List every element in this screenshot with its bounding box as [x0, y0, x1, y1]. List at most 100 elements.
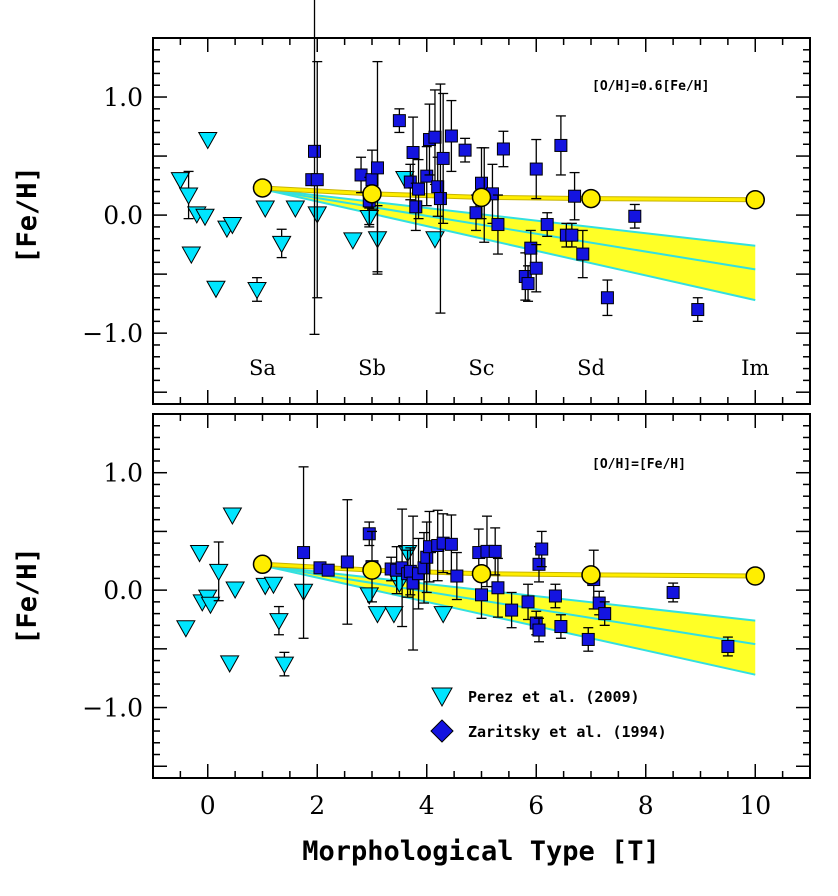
zaritsky-point [409, 200, 423, 214]
zaritsky-point [505, 603, 519, 617]
zaritsky-point [721, 639, 735, 653]
legend-marker-perez [431, 687, 453, 708]
perez-point [189, 545, 210, 563]
x-tick-label: 10 [739, 791, 771, 820]
morph-label-sd: Sd [577, 356, 605, 380]
zaritsky-point [450, 569, 464, 583]
x-axis-title: Morphological Type [T] [302, 836, 660, 867]
perez-point [181, 246, 202, 265]
legend-label-zaritsky: Zaritsky et al. (1994) [468, 723, 667, 741]
zaritsky-point [428, 130, 442, 144]
y-tick-label: 0.0 [103, 576, 143, 605]
legend: Perez et al. (2009) Zaritsky et al. (199… [430, 687, 667, 743]
perez-point [170, 172, 191, 190]
perez-point [222, 507, 243, 526]
zaritsky-point [362, 527, 376, 541]
annotation-bottom: [O/H]=[Fe/H] [592, 457, 686, 472]
x-tick-label: 2 [309, 791, 325, 820]
zaritsky-point [406, 146, 420, 160]
plot-area-bottom [175, 466, 765, 677]
y-tick-label: 0.0 [103, 201, 143, 230]
zaritsky-point [628, 209, 642, 223]
zaritsky-point [521, 277, 535, 291]
zaritsky-point [340, 555, 354, 569]
perez-point [208, 563, 229, 582]
panel-bottom: [Fe/H] [O/H]=[Fe/H] Perez et al. (2009) … [12, 413, 811, 820]
perez-point [263, 576, 284, 595]
zaritsky-point [491, 581, 505, 595]
perez-point [206, 280, 226, 299]
zaritsky-point [310, 173, 324, 187]
zaritsky-point [365, 173, 379, 187]
perez-point [359, 587, 380, 605]
perez-point [433, 606, 454, 624]
zaritsky-point [370, 161, 384, 175]
zaritsky-point [412, 182, 426, 196]
perez-point [342, 232, 363, 250]
model-point [362, 184, 382, 204]
zaritsky-point [532, 557, 546, 571]
zaritsky-point [666, 585, 680, 599]
perez-point [367, 606, 388, 624]
model-point [252, 554, 273, 575]
zaritsky-point [392, 114, 406, 128]
zaritsky-point [554, 620, 568, 634]
legend-item-zaritsky: Zaritsky et al. (1994) [430, 719, 667, 743]
perez-point [271, 235, 292, 254]
zaritsky-point [568, 189, 582, 203]
model-point [581, 565, 601, 585]
zaritsky-point [420, 169, 434, 183]
zaritsky-point [532, 623, 546, 637]
y-axis-label-bottom: [Fe/H] [12, 547, 43, 645]
zaritsky-point [565, 228, 579, 242]
perez-point [175, 620, 196, 638]
perez-point [247, 281, 267, 300]
zaritsky-point [600, 291, 614, 305]
zaritsky-point [491, 218, 505, 232]
zaritsky-point [433, 192, 447, 206]
perez-point [255, 200, 276, 219]
zaritsky-point [554, 138, 568, 152]
model-point [362, 560, 382, 580]
zaritsky-point [540, 218, 554, 232]
legend-marker-zaritsky [430, 719, 454, 743]
perez-point [384, 606, 404, 624]
morph-labels: Sa Sb Sc Sd Im [249, 356, 769, 380]
band-upper-edge-top [262, 188, 756, 247]
zaritsky-point [431, 180, 445, 194]
zaritsky-point [436, 151, 450, 165]
zaritsky-point [458, 143, 472, 157]
zaritsky-point [576, 247, 590, 261]
morph-label-im: Im [741, 356, 769, 380]
model-point [745, 189, 765, 210]
perez-point [269, 613, 289, 631]
perez-point [225, 581, 245, 599]
legend-item-perez: Perez et al. (2009) [431, 687, 640, 708]
zaritsky-point [524, 241, 538, 255]
zaritsky-point [496, 142, 510, 156]
zaritsky-point [469, 206, 483, 220]
legend-label-perez: Perez et al. (2009) [468, 688, 640, 706]
band-center-line-top [262, 188, 756, 271]
y-tick-label: −1.0 [82, 694, 143, 723]
y-tick-label: 1.0 [103, 83, 143, 112]
morph-label-sc: Sc [468, 356, 494, 380]
perez-point [219, 655, 240, 673]
perez-point [222, 217, 243, 235]
zaritsky-series-top [305, 0, 705, 335]
y-axis-label-top: [Fe/H] [12, 166, 43, 264]
morph-label-sb: Sb [358, 356, 386, 380]
model-point [471, 187, 492, 208]
panel-top: [Fe/H] [O/H]=0.6[Fe/H] Sa Sb Sc Sd Im −1.0 0.… [12, 0, 811, 405]
band-lower-edge-top [262, 188, 756, 302]
perez-point [197, 132, 218, 150]
model-point [581, 188, 601, 209]
zaritsky-point [475, 176, 488, 190]
perez-point [195, 208, 215, 227]
zaritsky-point [691, 303, 705, 317]
zaritsky-point [521, 595, 535, 609]
plot-area-top [170, 0, 765, 335]
zaritsky-point [475, 588, 488, 602]
perez-point [274, 656, 295, 675]
